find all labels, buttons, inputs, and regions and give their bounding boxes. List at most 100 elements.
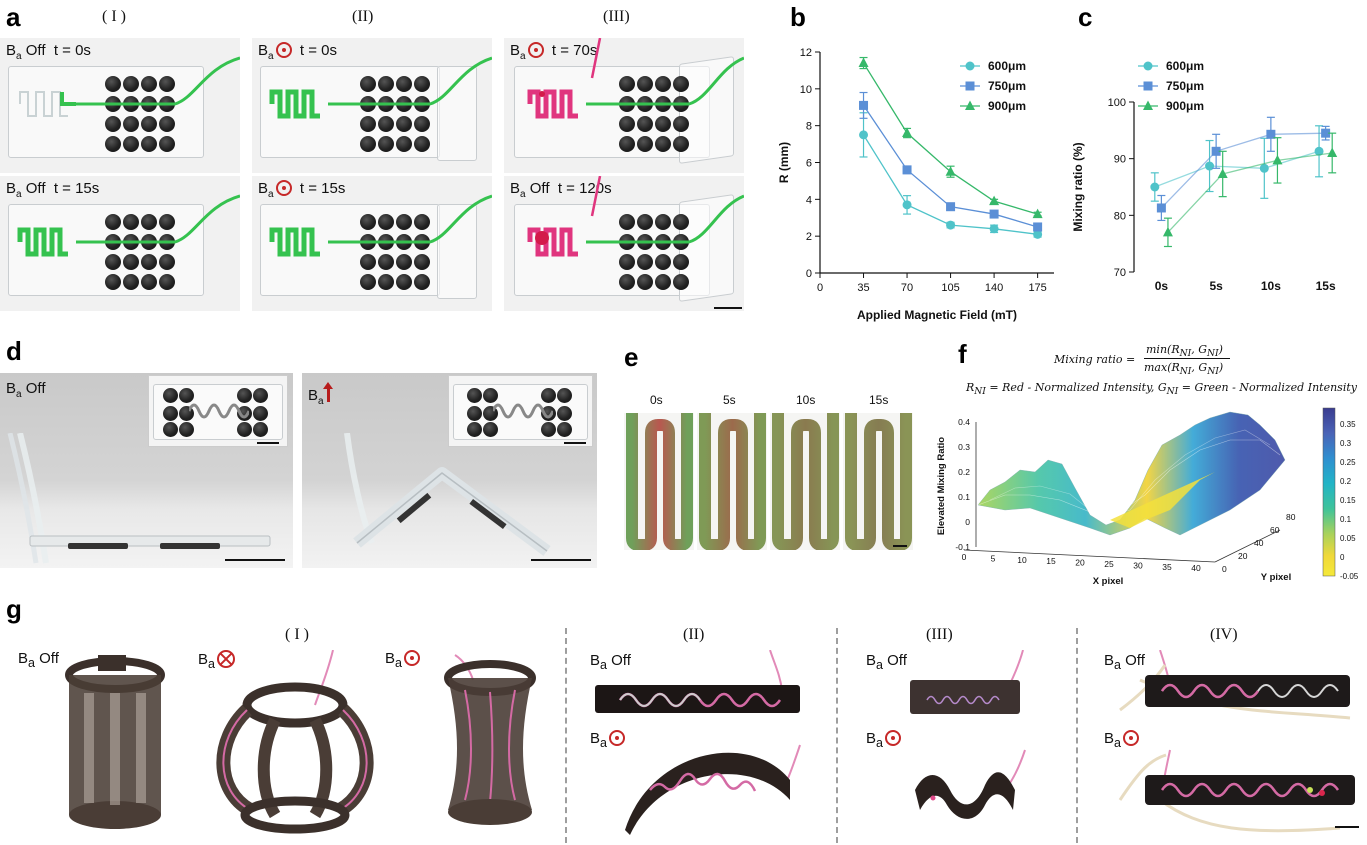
- colorbar-tick-label: 0.1: [1340, 515, 1352, 524]
- panel-a-time-label: t = 15s: [299, 180, 346, 197]
- panel-a-column-2-label: (II): [352, 8, 374, 25]
- panel-g-field-label: Ba Off: [590, 652, 631, 672]
- y-tick-label: 100: [1108, 97, 1126, 109]
- panel-a-photo: Ba Off t = 120s: [504, 176, 744, 311]
- x-tick-label: 140: [985, 282, 1003, 294]
- colorbar-tick-label: 0.25: [1340, 458, 1356, 467]
- panel-a-photo: Ba Off t = 15s: [0, 176, 240, 311]
- panel-e-time-label: 15s: [869, 393, 889, 407]
- panel-d-inset-1: [148, 375, 288, 447]
- legend-marker: [1143, 81, 1153, 91]
- y-axis-title: Mixing ratio (%): [1071, 142, 1085, 231]
- def-r-sub: NI: [974, 386, 986, 398]
- field-symbol: B: [6, 180, 17, 197]
- panel-g-group-1-label: ( I ): [285, 626, 309, 643]
- z-tick-label: 0.2: [958, 467, 970, 477]
- strip-ii: [595, 650, 801, 835]
- formula-den-end: ): [1218, 361, 1224, 374]
- data-point: [902, 200, 912, 210]
- field-sub: a: [520, 51, 526, 62]
- z-tick-label: 0: [965, 517, 970, 527]
- x-tick-label: 5: [991, 553, 996, 563]
- colorbar-tick-label: 0.35: [1340, 420, 1356, 429]
- y-axis-line: [1214, 529, 1281, 563]
- arrow-up-icon: [322, 382, 333, 402]
- colorbar-tick-label: 0.15: [1340, 496, 1356, 505]
- def-g-text: = Green - Normalized Intensity: [1178, 381, 1357, 394]
- chart-c-svg: 70 80 90 100 0s 5s 10s 15s Mixing ratio (%) 600μm…: [1071, 59, 1338, 293]
- data-point: [1033, 222, 1043, 232]
- panel-g-field-label: Ba: [198, 650, 235, 671]
- x-tick-label: 15: [1046, 556, 1056, 566]
- data-point: [1321, 128, 1331, 138]
- panel-g-group-3-label: (III): [926, 626, 953, 643]
- y-tick-label: 10: [800, 84, 812, 96]
- formula-den-sub2: NI: [1207, 366, 1219, 378]
- y-tick-label: 80: [1114, 210, 1126, 222]
- colorbar-tick-label: -0.05: [1340, 572, 1359, 581]
- legend-label: 750μm: [1166, 79, 1204, 93]
- z-tick-label: 0.3: [958, 442, 970, 452]
- legend-label: 900μm: [1166, 99, 1204, 113]
- into-plane-cross-icon: [216, 650, 235, 668]
- field-symbol: B: [258, 42, 269, 59]
- y-tick-label: 80: [1286, 512, 1296, 522]
- panel-e-time-label: 0s: [650, 393, 663, 407]
- y-axis-title: R (mm): [777, 142, 791, 183]
- legend-label: 750μm: [988, 79, 1026, 93]
- x-axis-title: X pixel: [1093, 576, 1124, 587]
- x-tick-label: 30: [1133, 560, 1143, 570]
- field-sub: a: [876, 658, 883, 672]
- panel-letter-c: c: [1078, 2, 1093, 32]
- field-sub: a: [600, 736, 607, 750]
- panel-a-column-3-label: (III): [603, 8, 630, 25]
- strip-iii: [910, 650, 1026, 819]
- panel-d-photo-bent: Ba: [302, 373, 597, 568]
- y-tick-label: 4: [806, 194, 812, 206]
- panel-d-inset-2: [448, 375, 593, 447]
- panel-a-column-1-label: ( I ): [102, 8, 126, 25]
- y-tick-label: 20: [1238, 551, 1248, 561]
- data-point: [1217, 168, 1228, 178]
- cylinder-contracted: [444, 654, 536, 825]
- legend-marker: [965, 61, 975, 71]
- data-point: [989, 195, 1000, 206]
- colorbar-tick-label: 0.3: [1340, 439, 1352, 448]
- data-point: [1156, 203, 1166, 213]
- field-state: Off: [39, 650, 59, 667]
- field-symbol: B: [258, 180, 269, 197]
- divider-2: [836, 628, 838, 843]
- x-tick-label: 70: [901, 282, 913, 294]
- data-point: [1259, 163, 1269, 173]
- panel-e-photo: [624, 413, 694, 550]
- y-axis-title: Y pixel: [1261, 572, 1291, 583]
- panel-g-field-label: Ba Off: [866, 652, 907, 672]
- field-sub: a: [268, 51, 274, 62]
- panel-a-time-label: t = 0s: [53, 42, 91, 59]
- y-tick-label: 6: [806, 158, 812, 170]
- panel-g-field-label: Ba: [385, 650, 420, 670]
- y-tick-label: 90: [1114, 154, 1126, 166]
- x-tick-label: 0: [962, 552, 967, 562]
- field-state: Off: [1125, 652, 1145, 669]
- z-tick-label: 0.4: [958, 417, 970, 427]
- divider-1: [565, 628, 567, 843]
- data-point: [1272, 154, 1283, 165]
- data-point: [1205, 161, 1215, 171]
- colorbar-tick-label: 0.2: [1340, 477, 1352, 486]
- field-sub: a: [395, 656, 402, 670]
- x-tick-label: 15s: [1316, 279, 1336, 293]
- panel-e-photo: [843, 413, 913, 550]
- panel-g-field-label: Ba: [590, 730, 625, 750]
- field-state: Off: [25, 42, 46, 59]
- out-of-plane-dot-icon: [884, 730, 901, 746]
- panel-letter-a: a: [6, 2, 21, 32]
- field-sub: a: [16, 51, 22, 62]
- x-tick-label: 105: [941, 282, 959, 294]
- legend-marker: [1143, 100, 1153, 110]
- field-symbol: B: [308, 387, 319, 404]
- out-of-plane-dot-icon: [275, 180, 292, 196]
- panel-a-photo: Ba t = 0s: [252, 38, 492, 173]
- panel-a-time-label: t = 15s: [53, 180, 100, 197]
